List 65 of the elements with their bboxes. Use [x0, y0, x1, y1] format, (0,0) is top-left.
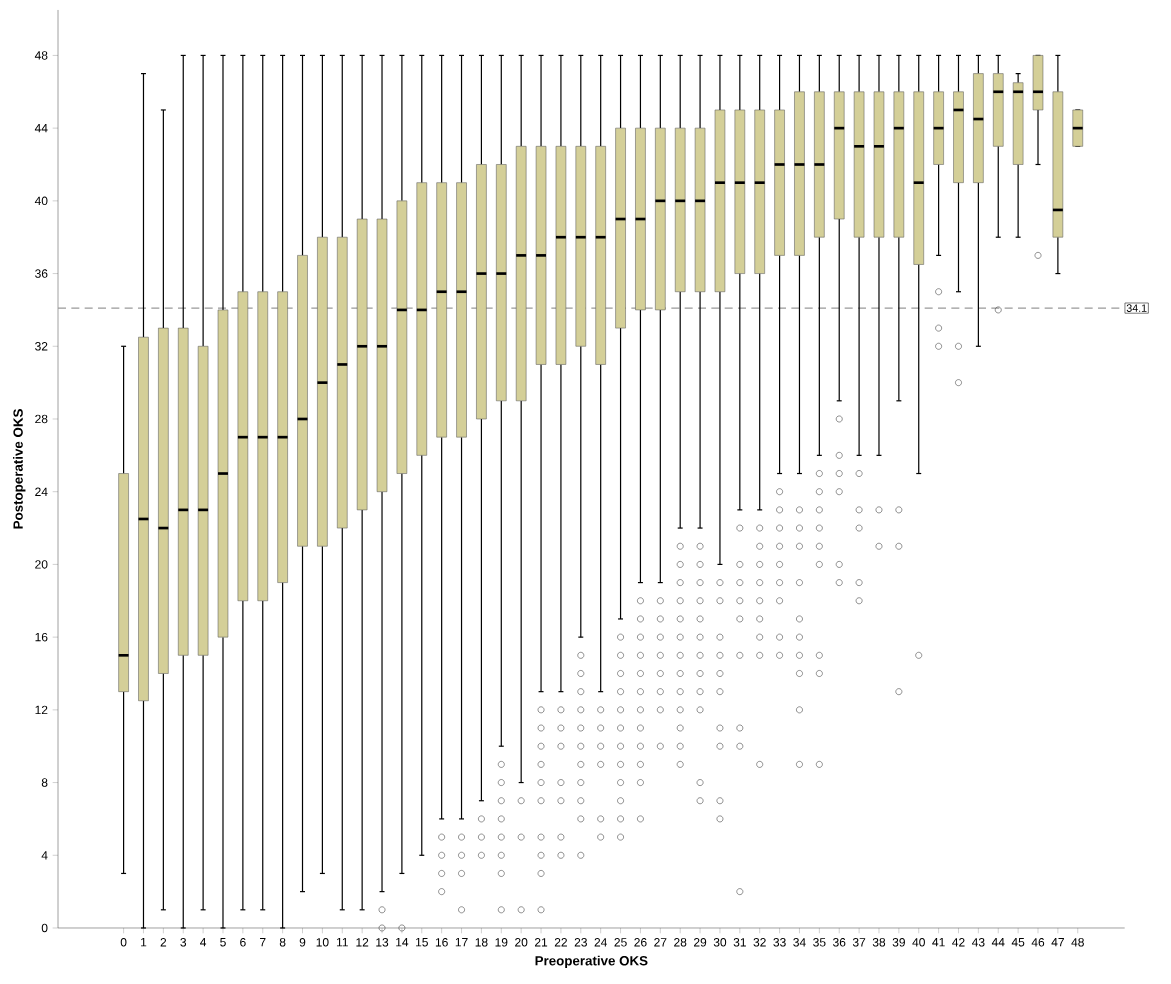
x-tick-label: 17 [455, 938, 468, 947]
x-tick-label: 47 [1051, 938, 1064, 947]
x-tick-label: 30 [713, 938, 727, 947]
y-tick-label: 24 [35, 487, 48, 496]
x-tick-label: 25 [614, 938, 627, 947]
x-tick-label: 14 [396, 938, 409, 947]
x-tick-label: 19 [495, 938, 508, 947]
x-tick-label: 32 [753, 938, 766, 947]
x-tick-label: 2 [160, 938, 167, 947]
x-tick-label: 10 [316, 938, 329, 947]
y-tick-label: 32 [35, 342, 48, 351]
x-tick-label: 9 [299, 938, 306, 947]
x-tick-label: 21 [534, 938, 548, 947]
y-tick-label: 0 [41, 923, 48, 933]
x-tick-label: 43 [971, 938, 985, 947]
y-tick-label: 20 [35, 560, 48, 569]
x-tick-label: 38 [872, 938, 886, 947]
x-tick-label: 29 [694, 938, 707, 947]
x-tick-label: 34 [793, 938, 806, 947]
x-tick-label: 46 [1031, 938, 1045, 947]
x-tick-label: 23 [574, 938, 587, 947]
ref-line-label: 34.1 [1126, 304, 1147, 312]
x-tick-label: 16 [435, 938, 448, 947]
x-tick-label: 28 [674, 938, 687, 947]
x-tick-label: 12 [356, 938, 369, 947]
y-tick-label: 44 [34, 124, 48, 133]
x-tick-label: 5 [220, 938, 226, 947]
x-tick-label: 26 [634, 938, 647, 947]
x-tick-label: 8 [279, 938, 286, 947]
x-tick-label: 0 [120, 938, 127, 947]
y-tick-label: 4 [41, 851, 48, 860]
x-tick-label: 1 [141, 938, 147, 947]
x-tick-label: 37 [852, 938, 866, 947]
y-tick-label: 8 [41, 778, 48, 787]
y-tick-label: 12 [35, 705, 48, 715]
x-tick-label: 6 [240, 938, 246, 947]
x-tick-label: 3 [180, 938, 187, 947]
x-tick-label: 33 [773, 938, 786, 947]
x-tick-label: 42 [952, 938, 965, 947]
x-tick-label: 40 [912, 938, 925, 947]
x-tick-label: 15 [416, 938, 428, 947]
x-tick-label: 35 [813, 938, 826, 947]
x-tick-label: 45 [1011, 938, 1025, 947]
x-tick-label: 39 [892, 938, 905, 947]
x-tick-label: 13 [376, 938, 389, 947]
y-tick-label: 40 [34, 196, 48, 206]
y-tick-label: 16 [35, 632, 48, 642]
x-tick-label: 48 [1071, 938, 1084, 947]
x-tick-label: 31 [733, 938, 746, 947]
x-axis-title: Preoperative OKS [535, 955, 648, 969]
y-axis-title: Postoperative OKS [13, 409, 26, 529]
x-tick-label: 27 [654, 938, 667, 947]
x-tick-label: 20 [515, 938, 528, 947]
x-tick-label: 7 [260, 938, 266, 947]
x-tick-label: 24 [594, 938, 607, 947]
x-tick-label: 22 [554, 938, 567, 947]
x-tick-label: 36 [833, 938, 846, 947]
x-tick-label: 11 [336, 938, 348, 947]
y-tick-label: 28 [35, 414, 48, 424]
x-tick-label: 41 [932, 938, 945, 947]
x-tick-label: 18 [475, 938, 488, 947]
x-tick-label: 44 [991, 938, 1005, 947]
x-tick-label: 4 [200, 938, 207, 947]
y-tick-label: 36 [35, 269, 48, 278]
y-tick-label: 48 [34, 51, 48, 60]
